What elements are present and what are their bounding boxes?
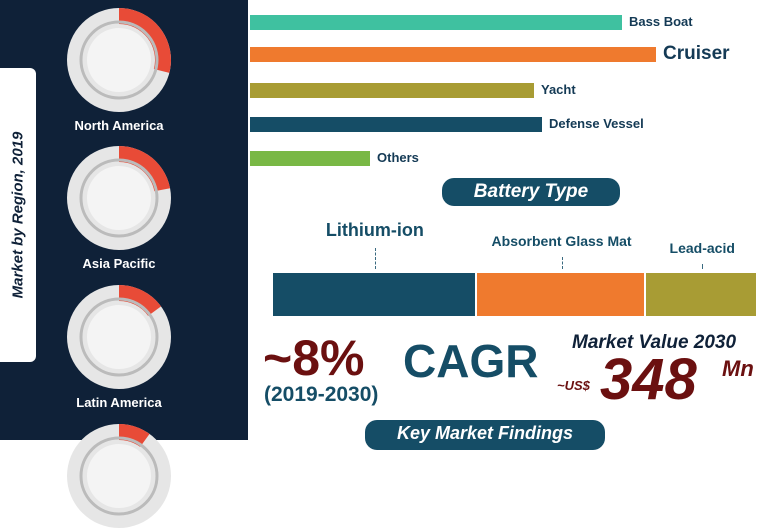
- vessel-bar: [250, 151, 370, 166]
- vessel-bar: [250, 83, 534, 98]
- battery-segment: [273, 273, 475, 316]
- vessel-label: Bass Boat: [629, 14, 693, 29]
- region-donut: [67, 424, 171, 528]
- battery-label: Lead-acid: [669, 240, 735, 256]
- cagr-value: ~8%: [263, 330, 365, 386]
- cagr-period: (2019-2030): [264, 383, 379, 406]
- market-value: 348: [600, 347, 697, 412]
- region-label: Asia Pacific: [82, 256, 156, 271]
- battery-segment: [476, 273, 645, 316]
- vessel-label: Yacht: [541, 82, 576, 97]
- vessel-label: Cruiser: [663, 43, 730, 64]
- region-label: Latin America: [76, 395, 162, 410]
- region-share-arc: [119, 285, 162, 316]
- region-title: Market by Region, 2019: [9, 131, 27, 299]
- battery-type-header: Battery Type: [442, 178, 620, 206]
- region-donut: [67, 8, 171, 112]
- region-donut: [67, 146, 171, 250]
- battery-label: Lithium-ion: [325, 220, 424, 240]
- market-value-unit: Mn: [722, 356, 754, 381]
- vessel-bar: [250, 15, 622, 30]
- battery-tick: [374, 248, 376, 269]
- battery-label: Absorbent Glass Mat: [491, 233, 632, 249]
- market-value-prefix: ~US$: [557, 378, 590, 393]
- battery-segment: [646, 273, 756, 316]
- key-findings-header: Key Market Findings: [365, 420, 605, 450]
- vessel-bar: [250, 117, 542, 132]
- vessel-label: Defense Vessel: [549, 116, 644, 131]
- region-donut: [67, 285, 171, 389]
- region-label: North America: [74, 118, 164, 133]
- market-value-title: Market Value 2030: [572, 332, 737, 353]
- battery-tick: [702, 264, 704, 269]
- cagr-label: CAGR: [403, 335, 539, 387]
- region-title-tab: Market by Region, 2019: [0, 68, 36, 362]
- vessel-label: Others: [377, 150, 419, 165]
- vessel-bar: [250, 47, 656, 62]
- battery-tick: [561, 257, 563, 269]
